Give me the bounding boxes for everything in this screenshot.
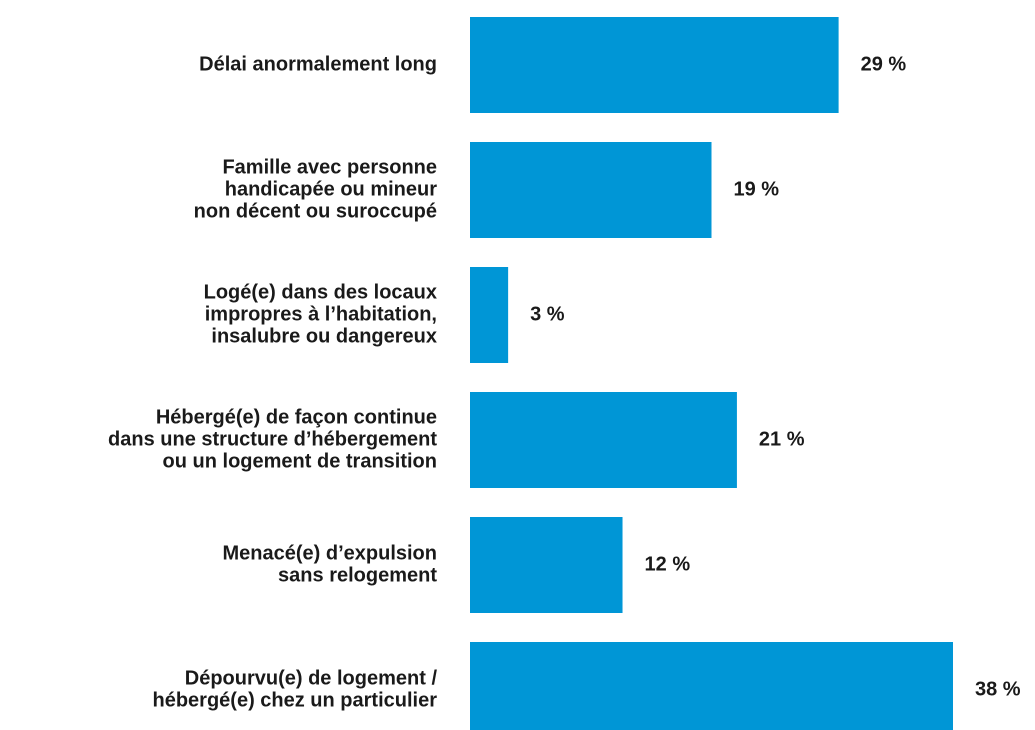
value-label: 21 % [759, 428, 805, 450]
category-label: sans relogement [278, 564, 437, 586]
category-label: Dépourvu(e) de logement / [185, 667, 438, 689]
category-label: dans une structure d’hébergement [108, 428, 437, 450]
value-label: 38 % [975, 678, 1021, 700]
value-label: 29 % [861, 53, 907, 75]
category-label: impropres à l’habitation, [205, 303, 437, 325]
category-label: hébergé(e) chez un particulier [152, 689, 437, 711]
category-label: Famille avec personne [222, 156, 437, 178]
category-label: non décent ou suroccupé [194, 200, 437, 222]
value-label: 12 % [645, 553, 691, 575]
bar [470, 142, 712, 238]
bar [470, 392, 737, 488]
bar [470, 17, 839, 113]
value-label: 3 % [530, 303, 565, 325]
bar [470, 517, 623, 613]
category-label: Délai anormalement long [199, 53, 437, 75]
category-label: Menacé(e) d’expulsion [223, 542, 438, 564]
bar [470, 267, 509, 363]
category-label: handicapée ou mineur [225, 178, 437, 200]
bar [470, 642, 953, 730]
value-label: 19 % [734, 178, 780, 200]
category-label: insalubre ou dangereux [211, 325, 437, 347]
category-label: Hébergé(e) de façon continue [156, 406, 437, 428]
category-label: Logé(e) dans des locaux [204, 281, 437, 303]
category-label: ou un logement de transition [163, 450, 437, 472]
